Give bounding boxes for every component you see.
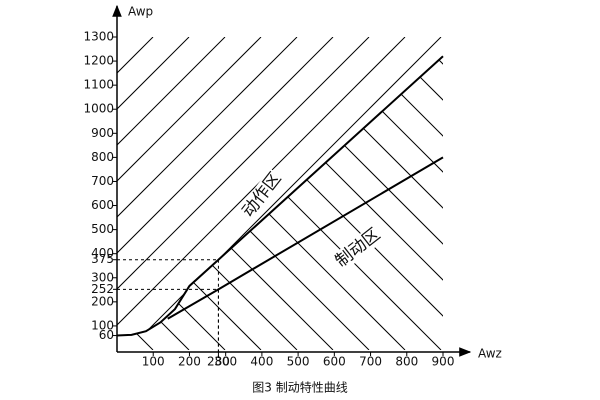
hatch-line bbox=[117, 37, 262, 336]
y-tick-label: 1300 bbox=[83, 30, 114, 44]
hatch-line bbox=[488, 37, 600, 350]
y-tick-label: 100 bbox=[91, 318, 114, 332]
x-tick-label: 900 bbox=[432, 355, 455, 369]
x-tick-label: 500 bbox=[287, 355, 310, 369]
curve bbox=[167, 156, 444, 320]
hatch-line bbox=[560, 37, 600, 350]
hatch-line bbox=[117, 37, 334, 336]
hatch-line bbox=[524, 37, 600, 350]
hatch-line bbox=[117, 37, 370, 336]
y-tick-label: 252 bbox=[91, 282, 114, 296]
x-tick-label: 300 bbox=[214, 355, 237, 369]
hatch-line bbox=[117, 37, 226, 336]
hatch-line bbox=[452, 37, 600, 350]
hatch-line bbox=[117, 37, 154, 336]
y-tick-label: 1000 bbox=[83, 102, 114, 116]
x-tick-label: 800 bbox=[395, 355, 418, 369]
hatch-line bbox=[488, 37, 600, 350]
hatch-line bbox=[415, 37, 443, 336]
hatch-line bbox=[596, 37, 600, 350]
hatch-line bbox=[127, 37, 442, 336]
annotation-bg bbox=[238, 168, 286, 222]
x-tick-label: 280 bbox=[207, 355, 230, 369]
hatch-line bbox=[379, 56, 443, 351]
hatch-line bbox=[117, 37, 298, 336]
hatch-line bbox=[117, 56, 262, 351]
y-tick-label: 900 bbox=[91, 126, 114, 140]
y-tick-label: 600 bbox=[91, 198, 114, 212]
annotation: 动作区 bbox=[238, 169, 285, 222]
hatch-line bbox=[307, 37, 443, 336]
y-tick-label: 300 bbox=[91, 270, 114, 284]
hatch-line bbox=[117, 37, 190, 336]
x-tick-label: 700 bbox=[359, 355, 382, 369]
y-tick-label: 60 bbox=[99, 328, 114, 342]
x-tick-label: 100 bbox=[142, 355, 165, 369]
hatch-line bbox=[271, 56, 443, 351]
y-tick-label: 700 bbox=[91, 174, 114, 188]
hatch-line bbox=[117, 56, 154, 351]
y-tick-label: 400 bbox=[91, 246, 114, 260]
hatch-line bbox=[560, 37, 600, 350]
annotation-bg bbox=[331, 224, 385, 272]
y-tick-label: 1100 bbox=[83, 78, 114, 92]
hatch-line bbox=[199, 56, 443, 351]
hatch-line bbox=[415, 56, 443, 351]
y-tick-label: 1200 bbox=[83, 54, 114, 68]
hatch-line bbox=[452, 37, 600, 350]
y-tick-label: 375 bbox=[91, 252, 114, 266]
y-tick-label: 800 bbox=[91, 150, 114, 164]
caption: 图3 制动特性曲线 bbox=[252, 380, 347, 395]
x-tick-label: 400 bbox=[250, 355, 273, 369]
y-tick-label: 200 bbox=[91, 294, 114, 308]
hatch-line bbox=[117, 37, 406, 336]
x-tick-label: 600 bbox=[323, 355, 346, 369]
hatch-line bbox=[307, 56, 443, 351]
y-tick-label: 500 bbox=[91, 222, 114, 236]
curve bbox=[116, 55, 444, 337]
hatch-line bbox=[163, 56, 443, 351]
hatch-line bbox=[596, 37, 600, 350]
x-tick-label: 200 bbox=[178, 355, 201, 369]
hatch-line bbox=[524, 37, 600, 350]
hatch-line bbox=[235, 56, 443, 351]
x-axis-label: Awz bbox=[478, 347, 502, 361]
y-axis-label: Awp bbox=[128, 5, 153, 19]
